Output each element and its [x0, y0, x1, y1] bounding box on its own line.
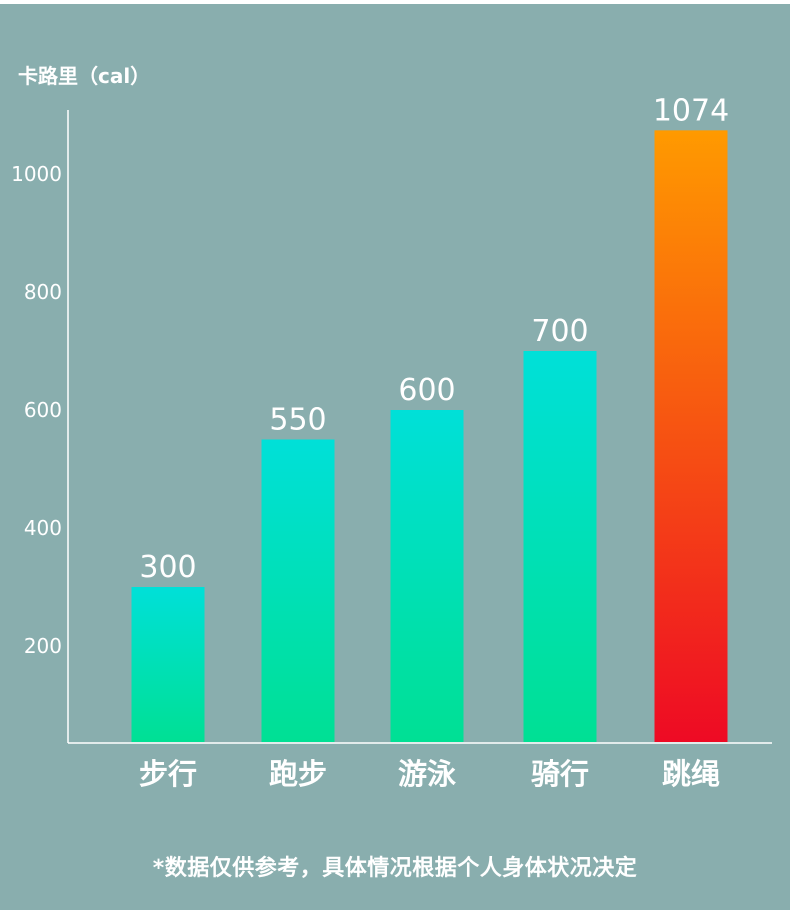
bar-跑步 — [261, 439, 335, 742]
footnote: *数据仅供参考，具体情况根据个人身体状况决定 — [152, 856, 638, 881]
bar-value-label: 700 — [531, 314, 588, 349]
y-tick-label: 400 — [24, 516, 62, 540]
y-tick-label: 800 — [24, 280, 62, 304]
bar-跳绳 — [654, 130, 728, 743]
y-tick-label: 1000 — [11, 162, 62, 186]
y-axis-title: 卡路里（cal） — [18, 64, 150, 88]
value-labels: 300 550 600 700 1074 — [139, 93, 729, 585]
bar-value-label: 600 — [398, 373, 455, 408]
bar-步行 — [131, 587, 205, 742]
category-labels: 步行 跑步 游泳 骑行 跳绳 — [139, 757, 720, 791]
bar-value-label: 550 — [269, 403, 326, 438]
bars — [131, 130, 728, 743]
category-label: 游泳 — [398, 757, 456, 791]
bar-value-label: 300 — [139, 550, 196, 585]
bar-value-label: 1074 — [653, 93, 729, 128]
category-label: 骑行 — [531, 757, 589, 791]
category-label: 跳绳 — [662, 757, 720, 791]
y-tick-labels: 200 400 600 800 1000 — [11, 162, 62, 658]
bar-骑行 — [523, 351, 597, 742]
bar-游泳 — [390, 410, 464, 742]
category-label: 步行 — [139, 757, 197, 791]
category-label: 跑步 — [269, 757, 327, 791]
y-tick-label: 200 — [24, 634, 62, 658]
y-tick-label: 600 — [24, 398, 62, 422]
